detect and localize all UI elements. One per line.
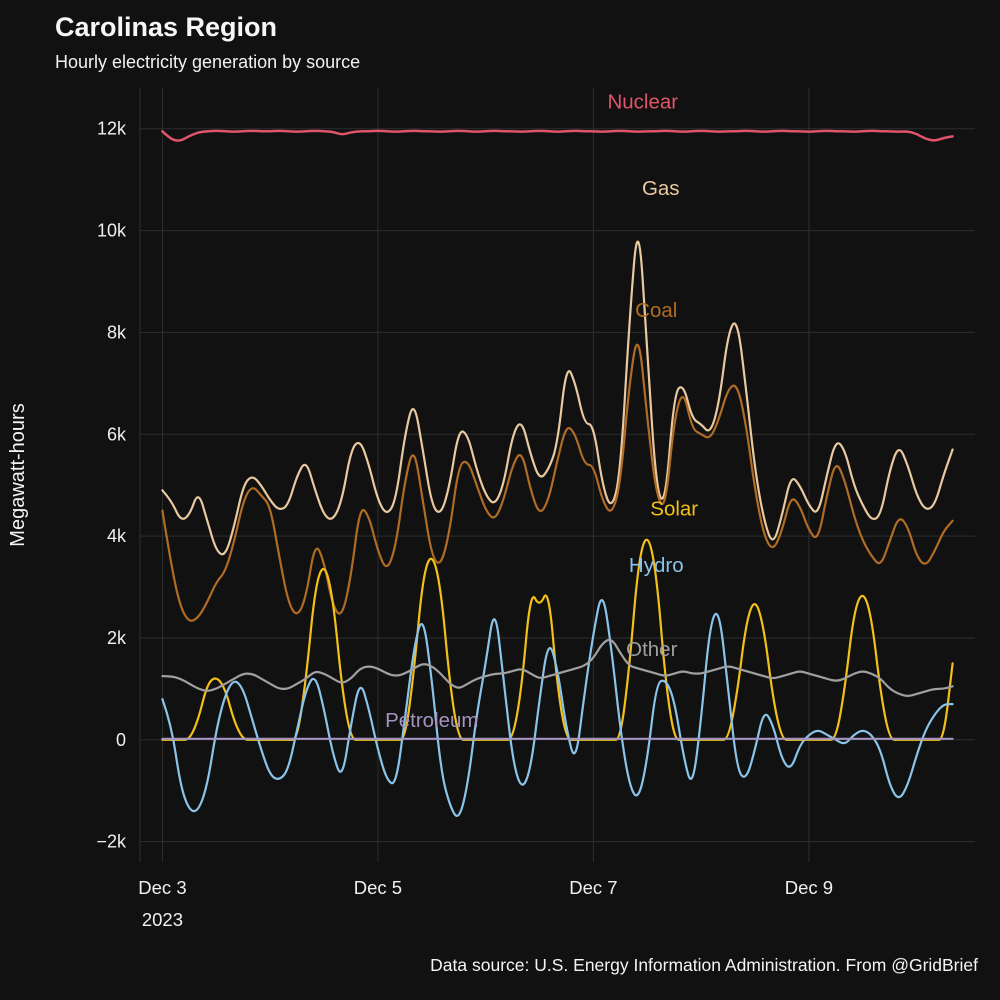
chart-subtitle: Hourly electricity generation by source [55, 52, 361, 72]
y-tick-label: 0 [116, 730, 126, 750]
y-tick-label: −2k [96, 832, 127, 852]
series-label-coal: Coal [635, 299, 677, 322]
x-tick-label: Dec 3 [138, 877, 186, 898]
y-tick-label: 10k [97, 221, 127, 241]
series-label-nuclear: Nuclear [607, 90, 678, 113]
x-tick-label: Dec 7 [569, 877, 617, 898]
generation-line-chart: Megawatt-hours −2k 0 2k 4k 6k 8k 10k 12k Dec 3 20… [7, 88, 975, 930]
series-label-gas: Gas [642, 177, 680, 200]
series-line-gas [161, 240, 954, 556]
chart-title: Carolinas Region [55, 12, 278, 42]
series-line-coal [161, 343, 954, 622]
x-tick-label: Dec 9 [785, 877, 833, 898]
data-source-note: Data source: U.S. Energy Information Adm… [430, 955, 978, 975]
y-tick-label: 12k [97, 119, 127, 139]
series-label-other: Other [626, 638, 677, 661]
y-tick-label: 4k [107, 526, 127, 546]
x-tick-sublabel: 2023 [142, 909, 183, 930]
y-tick-label: 6k [107, 424, 127, 444]
series-label-petroleum: Petroleum [385, 709, 478, 732]
series-label-solar: Solar [650, 498, 698, 521]
series-line-nuclear [161, 129, 954, 142]
series-label-hydro: Hydro [629, 554, 684, 577]
series-line-other [161, 638, 954, 697]
series-line-hydro [161, 599, 954, 817]
y-tick-label: 8k [107, 322, 127, 342]
y-tick-label: 2k [107, 628, 127, 648]
x-tick-label: Dec 5 [354, 877, 402, 898]
y-axis-title: Megawatt-hours [7, 403, 29, 546]
